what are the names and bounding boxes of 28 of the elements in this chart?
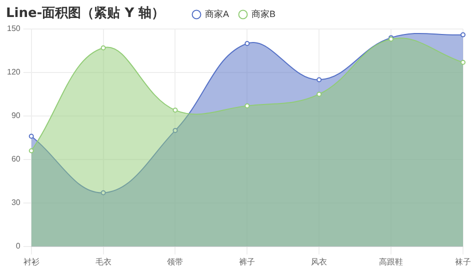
point [316,92,322,97]
x-tick-label: 衬衫 [23,257,40,266]
point [460,32,466,38]
point [28,134,34,139]
x-tick-label: 高跟鞋 [379,257,404,266]
point [244,103,250,108]
chart-title: Line-面积图（紧贴 Y 轴） [6,5,165,22]
point [100,45,106,50]
x-tick-label: 袜子 [455,257,471,266]
y-tick-label: 60 [11,154,21,164]
y-tick-label: 150 [6,24,21,34]
point [172,108,178,113]
x-tick-label: 风衣 [311,257,328,266]
point [460,60,466,65]
legend-label: 商家A [204,8,230,19]
x-tick-label: 裤子 [239,257,256,266]
point [100,190,106,196]
x-tick-label: 领带 [167,257,184,266]
x-tick-label: 毛衣 [95,257,112,266]
legend-label: 商家B [252,8,276,19]
point [244,40,250,46]
point [316,77,322,82]
y-tick-label: 30 [11,198,21,208]
y-tick-label: 120 [6,68,21,77]
y-tick-label: 90 [11,111,21,120]
point [28,148,34,154]
y-tick-label: 0 [16,242,21,251]
point [172,128,178,133]
